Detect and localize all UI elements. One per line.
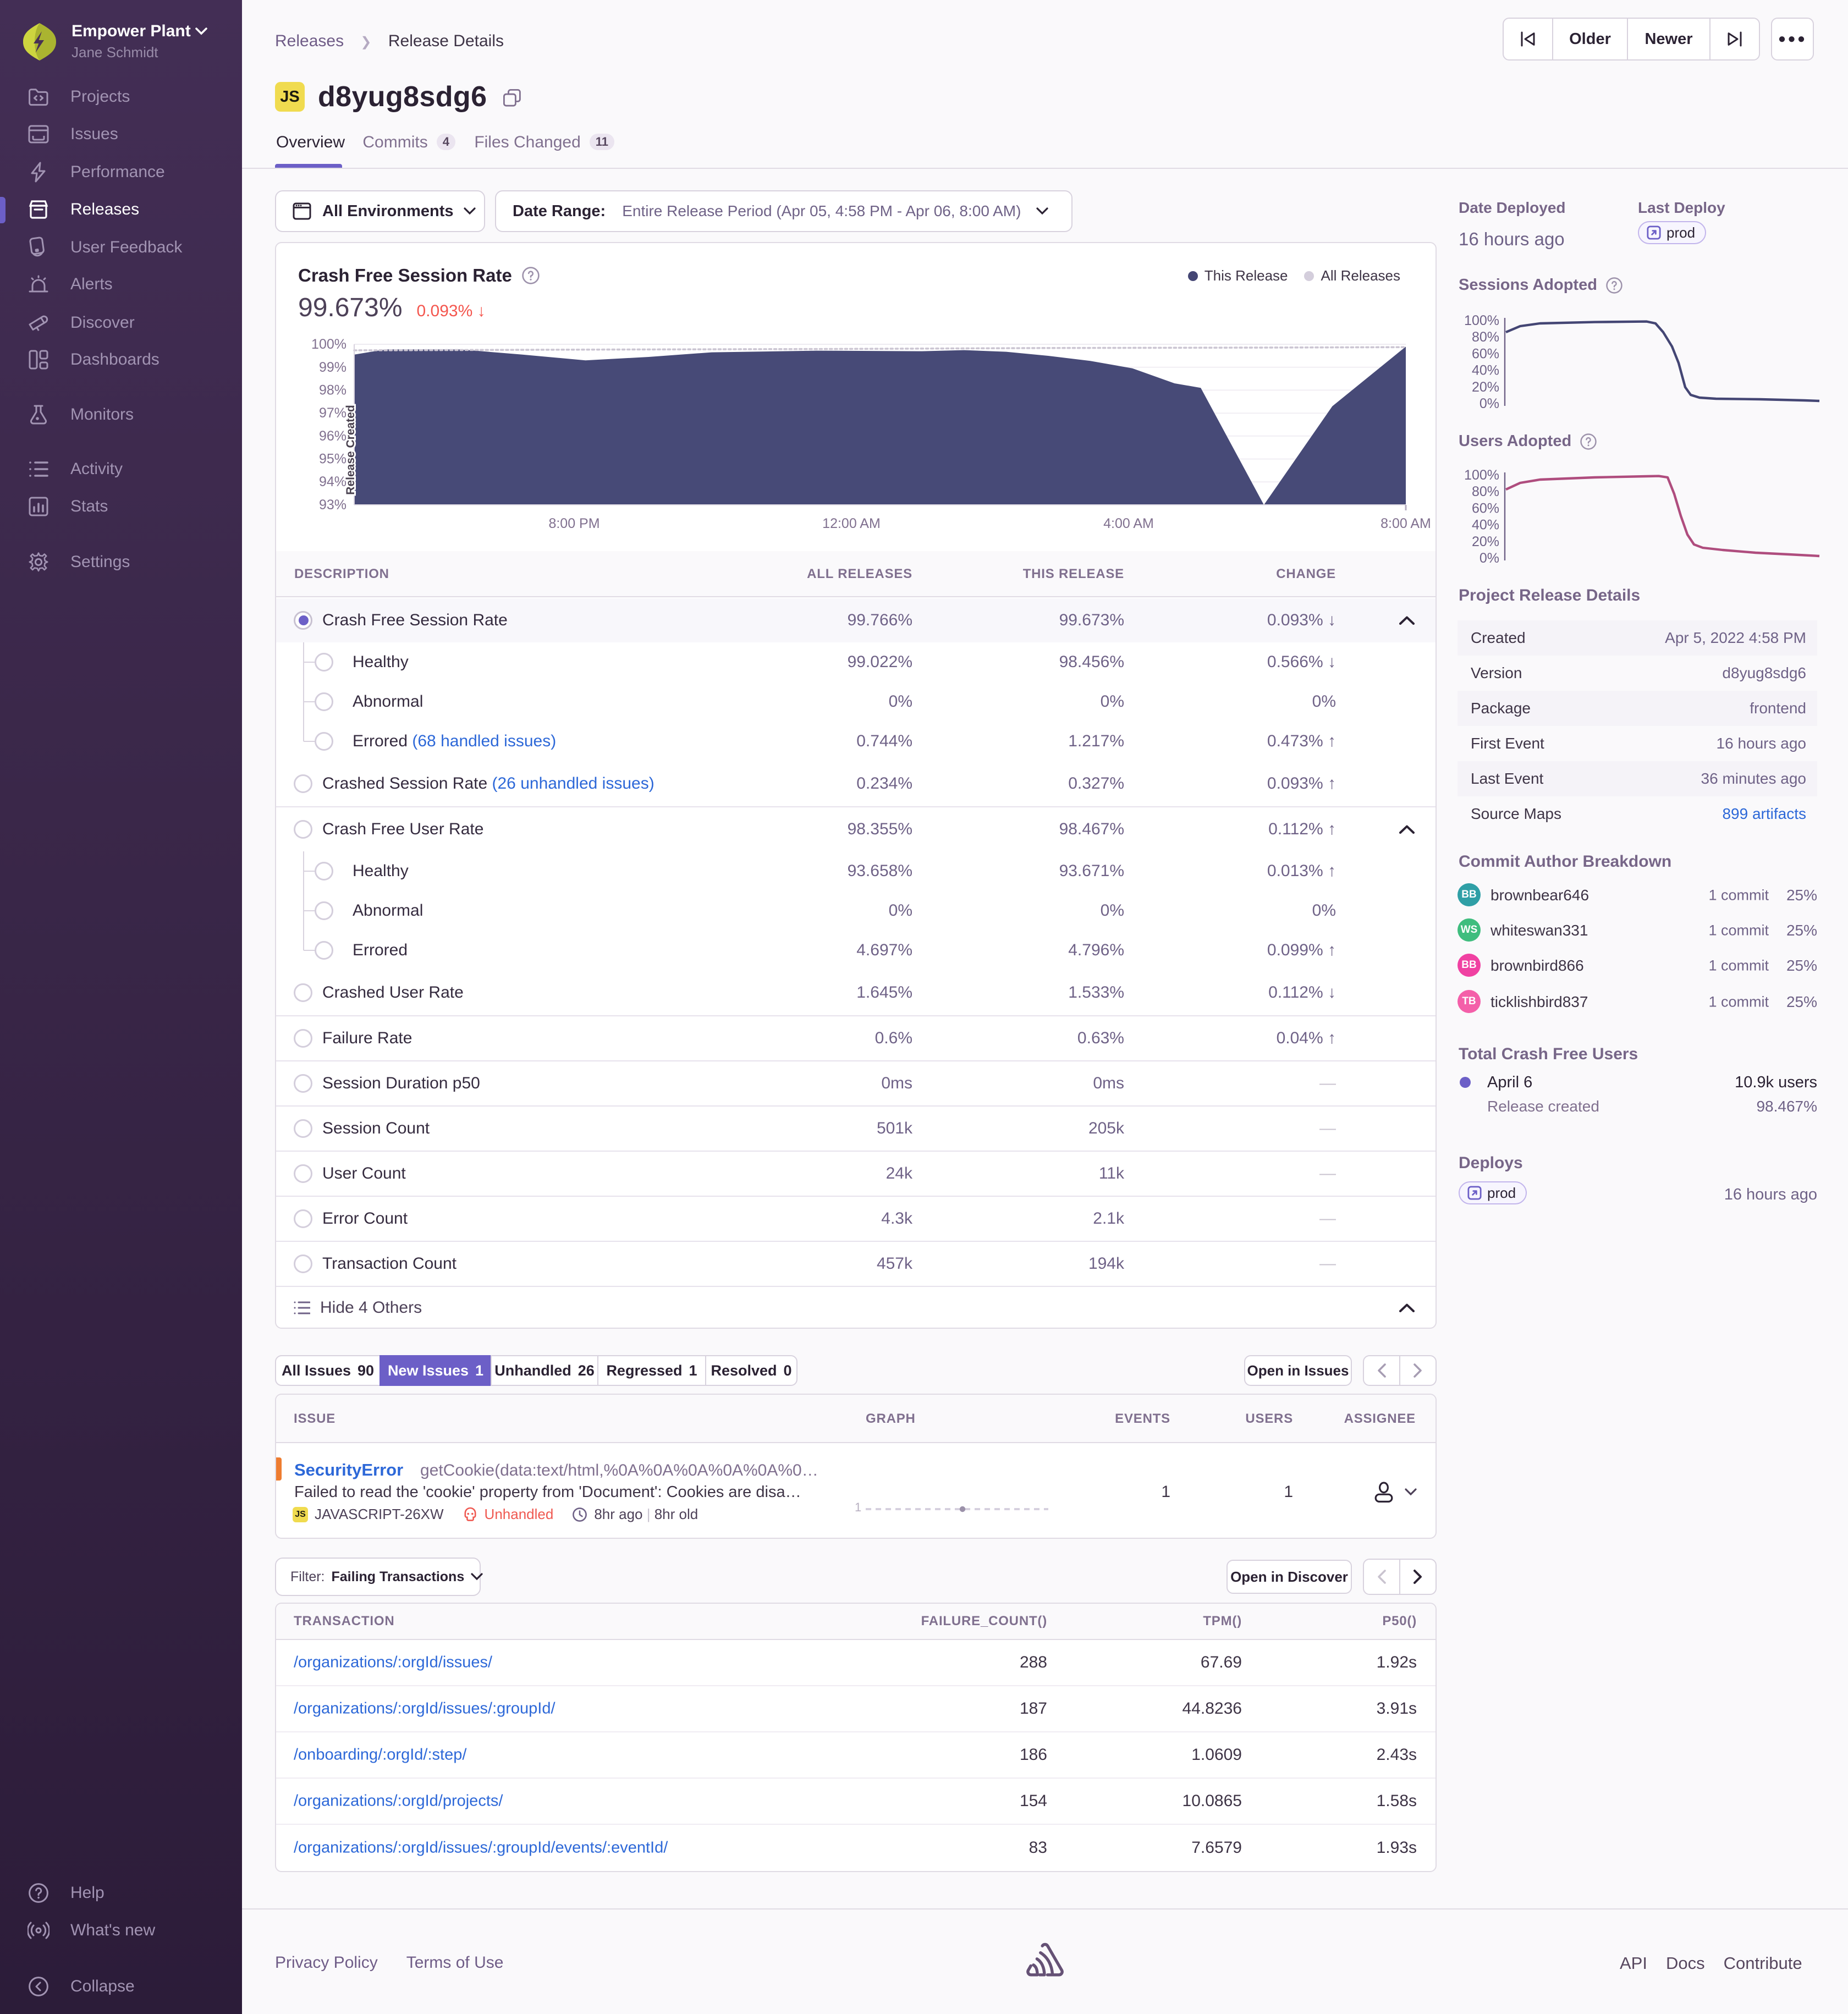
svg-text:20%: 20%	[1472, 379, 1499, 395]
svg-text:0%: 0%	[1480, 396, 1499, 411]
svg-text:60%: 60%	[1472, 346, 1499, 361]
svg-text:80%: 80%	[1472, 484, 1499, 499]
svg-text:99%: 99%	[319, 360, 346, 375]
svg-text:8:00 PM: 8:00 PM	[548, 516, 600, 531]
svg-text:20%: 20%	[1472, 534, 1499, 549]
svg-text:100%: 100%	[311, 337, 346, 352]
svg-text:98%: 98%	[319, 382, 346, 398]
svg-text:8:00 AM: 8:00 AM	[1380, 516, 1431, 531]
svg-text:40%: 40%	[1472, 518, 1499, 533]
svg-text:100%: 100%	[1464, 467, 1499, 483]
svg-text:12:00 AM: 12:00 AM	[822, 516, 881, 531]
svg-text:60%: 60%	[1472, 500, 1499, 516]
svg-text:100%: 100%	[1464, 313, 1499, 328]
svg-text:93%: 93%	[319, 497, 346, 513]
svg-text:0%: 0%	[1480, 551, 1499, 566]
svg-text:4:00 AM: 4:00 AM	[1103, 516, 1154, 531]
svg-text:97%: 97%	[319, 405, 346, 421]
svg-text:40%: 40%	[1472, 363, 1499, 378]
svg-text:94%: 94%	[319, 474, 346, 489]
svg-text:96%: 96%	[319, 428, 346, 444]
svg-text:95%: 95%	[319, 452, 346, 467]
svg-text:80%: 80%	[1472, 329, 1499, 345]
svg-text:Release Created: Release Created	[344, 405, 357, 494]
